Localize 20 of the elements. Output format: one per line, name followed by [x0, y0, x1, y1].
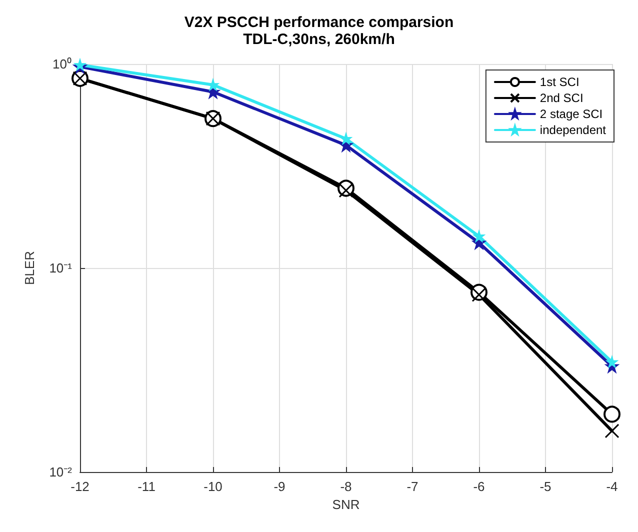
x-tick-label: -10 — [204, 479, 222, 494]
x-tick-label: -7 — [406, 479, 418, 494]
y-tick-label: 10⁻¹ — [49, 260, 73, 276]
x-tick-label: -6 — [473, 479, 485, 494]
x-tick-label: -12 — [70, 479, 90, 494]
x-tick-label: -8 — [340, 479, 352, 494]
y-axis-title: BLER — [22, 251, 37, 285]
x-tick-label: -4 — [606, 479, 618, 494]
legend-label: 1st SCI — [540, 75, 580, 89]
legend-label: 2 stage SCI — [540, 107, 603, 121]
y-tick-label: 10⁰ — [52, 56, 72, 72]
x-tick-label: -5 — [540, 479, 552, 494]
y-tick-label: 10⁻² — [49, 464, 73, 480]
legend-label: 2nd SCI — [540, 91, 584, 105]
x-tick-label: -11 — [138, 479, 156, 494]
chart-subtitle: TDL-C,30ns, 260km/h — [243, 31, 395, 48]
x-axis-title: SNR — [332, 497, 360, 512]
chart-title: V2X PSCCH performance comparsion — [184, 14, 454, 31]
x-tick-label: -9 — [274, 479, 286, 494]
legend-label: independent — [540, 123, 607, 137]
